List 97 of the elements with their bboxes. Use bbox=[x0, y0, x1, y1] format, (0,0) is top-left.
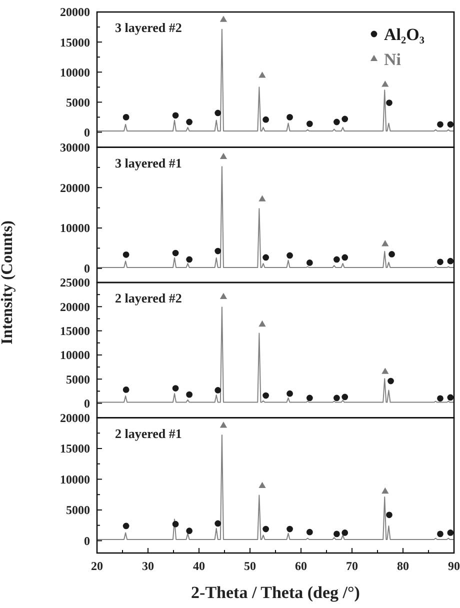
point bbox=[306, 394, 313, 402]
point bbox=[342, 530, 348, 536]
y-axis-title: Intensity (Counts) bbox=[0, 220, 16, 345]
point bbox=[437, 530, 444, 538]
y-tick-label: 15000 bbox=[60, 442, 90, 456]
x-tick-label: 20 bbox=[91, 559, 103, 573]
y-tick-label: 0 bbox=[84, 262, 90, 276]
point bbox=[386, 512, 392, 518]
y-tick-label: 20000 bbox=[60, 5, 90, 20]
y-tick-label: 20000 bbox=[60, 180, 90, 195]
point bbox=[447, 258, 454, 264]
y-tick-label: 15000 bbox=[60, 35, 90, 50]
y-tick-label: 0 bbox=[84, 396, 90, 410]
point bbox=[447, 121, 454, 128]
y-tick-label: 0 bbox=[84, 125, 90, 140]
point bbox=[388, 251, 395, 258]
point bbox=[122, 251, 130, 258]
point bbox=[262, 392, 269, 399]
y-tick-label: 10000 bbox=[60, 472, 90, 486]
point bbox=[447, 394, 454, 401]
y-tick-label: 5000 bbox=[66, 95, 90, 110]
line-series bbox=[97, 306, 454, 403]
point bbox=[122, 114, 130, 120]
y-tick-label: 10000 bbox=[60, 348, 90, 362]
point bbox=[437, 121, 444, 128]
point bbox=[220, 422, 228, 428]
point bbox=[286, 114, 293, 120]
point bbox=[214, 520, 222, 527]
point bbox=[258, 72, 266, 78]
point bbox=[306, 260, 313, 266]
text: 3 layered #1 bbox=[115, 155, 182, 170]
point bbox=[386, 100, 392, 106]
point bbox=[220, 292, 228, 300]
y-tick-label: 0 bbox=[84, 534, 90, 548]
point bbox=[262, 116, 269, 123]
y-tick-label: 5000 bbox=[66, 503, 90, 518]
point bbox=[437, 258, 444, 266]
text: 3 layered #2 bbox=[115, 20, 182, 35]
y-tick-label: 5000 bbox=[66, 372, 90, 386]
point bbox=[286, 252, 293, 259]
point bbox=[214, 110, 222, 116]
point bbox=[447, 530, 454, 536]
point bbox=[382, 240, 389, 246]
point bbox=[306, 120, 313, 127]
point bbox=[334, 394, 340, 402]
x-axis-title: 2-Theta / Theta (deg /°) bbox=[191, 583, 360, 602]
x-tick-label: 70 bbox=[346, 559, 358, 573]
x-tick-label: 40 bbox=[193, 559, 205, 573]
point bbox=[258, 195, 266, 202]
point bbox=[220, 16, 228, 22]
y-tick-label: 20000 bbox=[60, 410, 90, 425]
point bbox=[262, 526, 269, 532]
point bbox=[382, 80, 389, 87]
point bbox=[186, 391, 192, 398]
legend-label: Al₂O₃ bbox=[384, 24, 424, 44]
point bbox=[388, 378, 394, 384]
text: 2 layered #1 bbox=[115, 426, 182, 441]
point bbox=[334, 118, 340, 126]
x-tick-label: 30 bbox=[142, 559, 154, 573]
point bbox=[172, 385, 179, 392]
point bbox=[214, 387, 222, 394]
point bbox=[258, 320, 266, 327]
point bbox=[214, 248, 222, 254]
point bbox=[220, 152, 228, 159]
point bbox=[286, 390, 293, 397]
y-tick-label: 10000 bbox=[60, 65, 90, 80]
point bbox=[382, 487, 389, 494]
point bbox=[262, 254, 269, 261]
point bbox=[342, 394, 348, 400]
point bbox=[342, 254, 348, 261]
point bbox=[172, 520, 179, 528]
y-tick-label: 10000 bbox=[60, 221, 90, 236]
x-tick-label: 60 bbox=[295, 559, 307, 573]
point bbox=[342, 116, 348, 122]
point bbox=[186, 528, 192, 534]
x-tick-label: 80 bbox=[397, 559, 409, 573]
point bbox=[258, 482, 266, 488]
x-tick-label: 50 bbox=[244, 559, 256, 573]
point bbox=[186, 256, 192, 263]
point bbox=[186, 118, 192, 126]
text: 2 layered #2 bbox=[115, 290, 182, 306]
point bbox=[172, 250, 179, 256]
point bbox=[286, 526, 293, 532]
point bbox=[122, 522, 130, 530]
point bbox=[306, 528, 313, 536]
point bbox=[437, 395, 444, 402]
point bbox=[334, 256, 340, 263]
y-tick-label: 15000 bbox=[60, 324, 90, 338]
x-tick-label: 90 bbox=[448, 559, 460, 573]
point bbox=[382, 368, 389, 374]
point bbox=[334, 530, 340, 538]
point bbox=[122, 386, 130, 393]
point bbox=[172, 112, 179, 119]
y-tick-label: 30000 bbox=[60, 140, 90, 154]
y-tick-label: 20000 bbox=[60, 300, 90, 314]
y-tick-label: 25000 bbox=[60, 276, 90, 290]
legend-label: Ni bbox=[384, 50, 402, 69]
